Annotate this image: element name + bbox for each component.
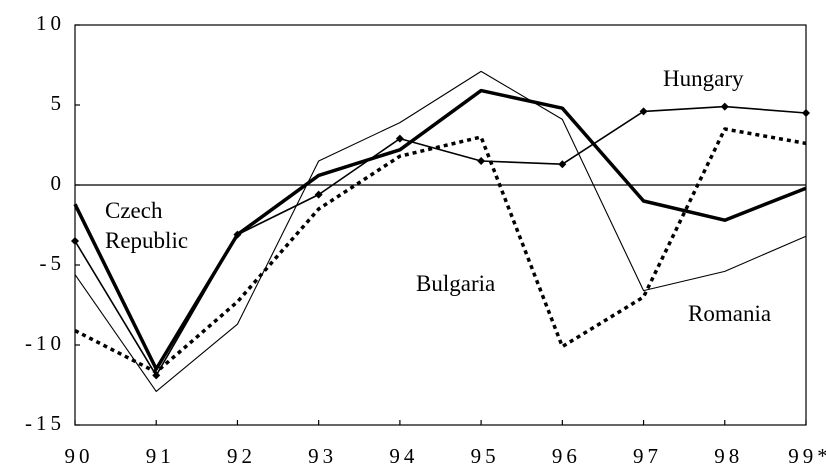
x-tick-label: 94 [389,444,418,468]
x-tick-label: 98 [714,444,743,468]
x-tick-label: 97 [633,444,662,468]
x-tick-label: 92 [227,444,256,468]
y-tick-label: 5 [51,91,66,115]
series-label: Hungary [663,66,744,91]
series-label: Bulgaria [416,271,496,296]
y-tick-label: 10 [36,11,65,35]
point-marker [395,134,404,143]
point-marker [152,371,161,380]
y-tick-label: 0 [51,171,66,195]
series-line [73,88,807,371]
x-tick-label: 93 [308,444,337,468]
series-label: Czech Republic [105,198,189,253]
y-tick-label: -10 [25,331,65,355]
point-marker [233,230,242,239]
y-tick-label: -5 [40,251,66,275]
point-marker [558,160,567,169]
x-tick-label: 99* [788,444,826,468]
point-marker [802,109,810,117]
series-label: Romania [688,301,772,326]
series-line [74,105,807,377]
point-marker [477,157,486,165]
point-marker [639,107,648,116]
series-line [74,70,807,392]
x-tick-label: 96 [552,444,581,468]
point-marker [71,237,79,245]
point-marker [314,190,323,199]
plot-frame [74,24,807,426]
x-tick-label: 90 [65,444,94,468]
x-tick-label: 91 [146,444,175,468]
y-tick-label: -15 [25,411,65,435]
series-line [74,127,807,374]
point-marker [720,102,729,111]
x-tick-label: 95 [471,444,500,468]
